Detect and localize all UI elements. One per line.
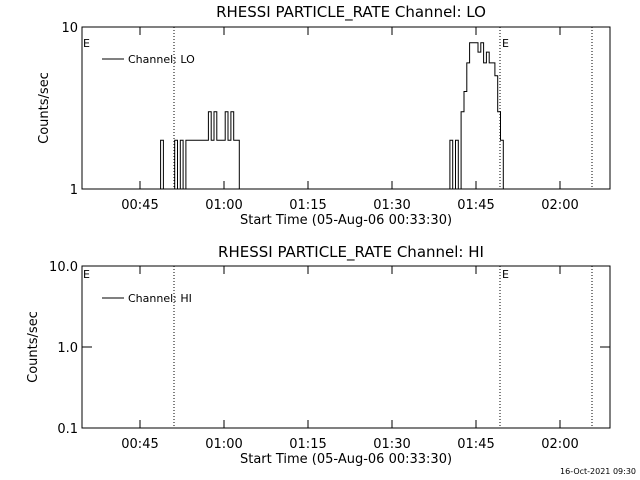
y-tick-lo-10: 10 bbox=[61, 21, 610, 36]
event-markers-hi: E bbox=[173, 266, 593, 428]
x-tick-hi-0115: 01:15 bbox=[289, 266, 327, 452]
series-line-lo bbox=[157, 42, 507, 190]
chart-title-hi: RHESSI PARTICLE_RATE Channel: HI bbox=[218, 243, 484, 262]
y-tick-label-hi-0-1: 0.1 bbox=[57, 422, 78, 437]
x-tick-hi-0045: 00:45 bbox=[121, 266, 159, 452]
event-markers-lo: E bbox=[173, 27, 593, 189]
y-axis-label-lo: Counts/sec bbox=[37, 72, 52, 144]
y-tick-label-lo-1: 1 bbox=[70, 183, 78, 198]
x-tick-label-lo-0145: 01:45 bbox=[457, 198, 494, 213]
x-tick-lo-0045: 00:45 bbox=[121, 27, 159, 213]
x-tick-hi-0100: 01:00 bbox=[205, 266, 243, 452]
legend-label-hi: Channel: HI bbox=[128, 292, 192, 305]
x-tick-lo-0100: 01:00 bbox=[205, 27, 243, 213]
y-tick-lo-1: 1 bbox=[70, 183, 610, 198]
x-tick-label-lo-0045: 00:45 bbox=[121, 198, 158, 213]
x-tick-label-lo-0130: 01:30 bbox=[373, 198, 410, 213]
x-tick-label-hi-0045: 00:45 bbox=[121, 437, 158, 452]
edge-label-lo: E bbox=[83, 37, 90, 50]
panel-hi: RHESSI PARTICLE_RATE Channel: HI 10.0 1.… bbox=[26, 243, 611, 467]
plot-frame-lo bbox=[81, 26, 611, 190]
x-tick-label-hi-0115: 01:15 bbox=[289, 437, 326, 452]
y-axis-label-hi: Counts/sec bbox=[26, 311, 41, 383]
y-ticks-lo: 10 1 bbox=[61, 21, 610, 198]
event-label-lo-1: E bbox=[502, 37, 509, 50]
x-tick-label-lo-0200: 02:00 bbox=[541, 198, 578, 213]
legend-label-lo: Channel: LO bbox=[128, 53, 195, 66]
x-ticks-lo: 00:45 01:00 01:15 01:30 01:45 bbox=[121, 27, 579, 213]
event-label-hi-1: E bbox=[502, 268, 509, 281]
x-tick-hi-0145: 01:45 bbox=[457, 266, 495, 452]
x-tick-label-hi-0130: 01:30 bbox=[373, 437, 410, 452]
timestamp: 16-Oct-2021 09:30 bbox=[560, 467, 636, 476]
panel-lo: RHESSI PARTICLE_RATE Channel: LO 10 1 00… bbox=[37, 3, 611, 228]
x-tick-lo-0130: 01:30 bbox=[373, 27, 411, 213]
x-tick-label-hi-0100: 01:00 bbox=[205, 437, 242, 452]
x-tick-label-lo-0100: 01:00 bbox=[205, 198, 242, 213]
legend-lo: Channel: LO bbox=[102, 53, 195, 66]
y-tick-label-hi-1: 1.0 bbox=[57, 341, 78, 356]
x-tick-hi-0200: 02:00 bbox=[541, 266, 579, 452]
x-tick-label-hi-0145: 01:45 bbox=[457, 437, 494, 452]
x-axis-label-lo: Start Time (05-Aug-06 00:33:30) bbox=[240, 213, 452, 228]
x-axis-label-hi: Start Time (05-Aug-06 00:33:30) bbox=[240, 452, 452, 467]
y-tick-hi-0-1: 0.1 bbox=[57, 422, 610, 437]
x-tick-hi-0130: 01:30 bbox=[373, 266, 411, 452]
legend-hi: Channel: HI bbox=[102, 292, 192, 305]
x-ticks-hi: 00:45 01:00 01:15 01:30 01:45 bbox=[121, 266, 579, 452]
x-tick-lo-0115: 01:15 bbox=[289, 27, 327, 213]
y-tick-label-lo-10: 10 bbox=[61, 21, 78, 36]
y-tick-hi-10: 10.0 bbox=[49, 260, 610, 275]
x-tick-lo-0200: 02:00 bbox=[541, 27, 579, 213]
edge-label-hi: E bbox=[83, 268, 90, 281]
x-tick-lo-0145: 01:45 bbox=[457, 27, 495, 213]
x-tick-label-hi-0200: 02:00 bbox=[541, 437, 578, 452]
y-ticks-hi: 10.0 1.0 0.1 bbox=[49, 260, 610, 437]
chart-title-lo: RHESSI PARTICLE_RATE Channel: LO bbox=[216, 3, 486, 22]
y-tick-hi-1: 1.0 bbox=[57, 341, 610, 356]
plot-frame-hi bbox=[81, 265, 611, 429]
x-tick-label-lo-0115: 01:15 bbox=[289, 198, 326, 213]
y-tick-label-hi-10: 10.0 bbox=[49, 260, 78, 275]
